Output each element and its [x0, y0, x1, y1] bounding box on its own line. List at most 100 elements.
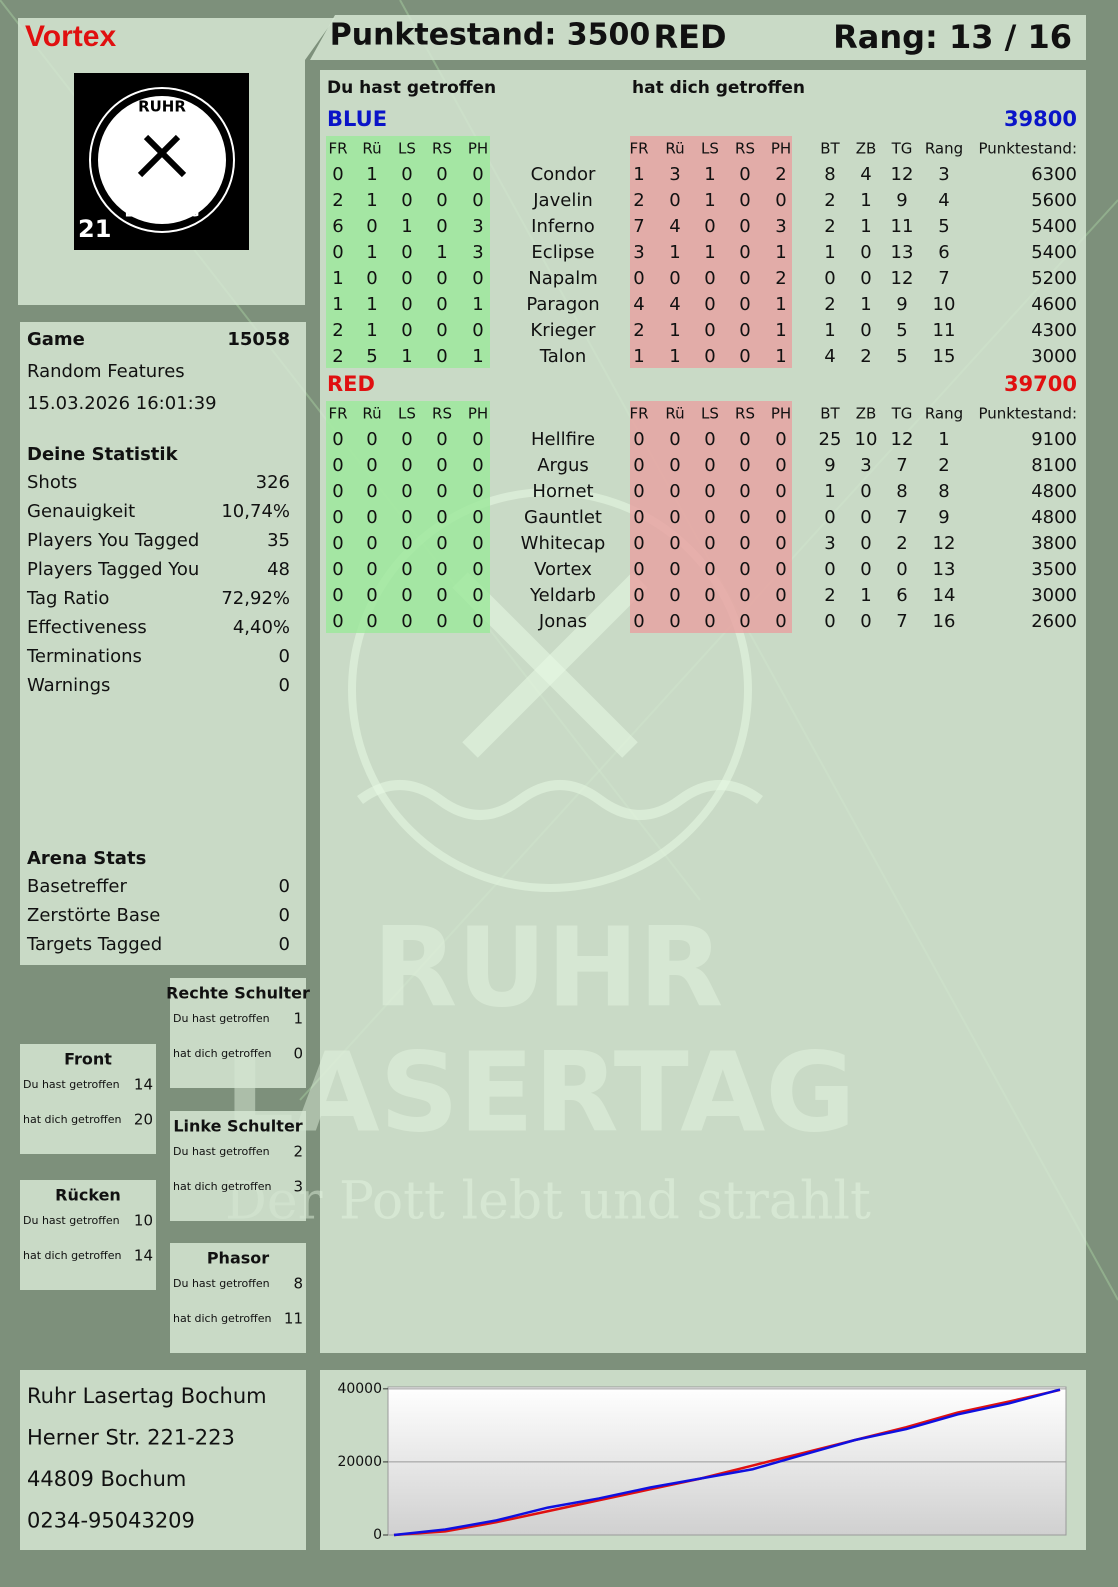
stat-cell: 16: [933, 611, 956, 632]
stat-cell: 1: [860, 190, 871, 211]
zone-label: Du hast getroffen: [173, 1145, 270, 1158]
hit-cell: 0: [401, 429, 412, 450]
stat-cell: 1: [860, 216, 871, 237]
got-cell: 0: [775, 481, 786, 502]
stat-cell: 5600: [1031, 190, 1077, 211]
arena-title: Arena Stats: [27, 848, 146, 869]
stat-cell: 0: [824, 559, 835, 580]
game-id: 15058: [227, 329, 290, 350]
hit-cell: 6: [332, 216, 343, 237]
hit-cell: 3: [472, 216, 483, 237]
hit-cell: 2: [332, 346, 343, 367]
hit-cell: 1: [401, 346, 412, 367]
arena-label: Zerstörte Base: [27, 905, 160, 926]
got-cell: 0: [704, 507, 715, 528]
got-cell: 4: [633, 294, 644, 315]
arena-label: Basetreffer: [27, 876, 127, 897]
hit-cell: 0: [436, 320, 447, 341]
stat-cell: 9: [824, 455, 835, 476]
zone-label: hat dich getroffen: [23, 1113, 121, 1126]
player-name-cell: Condor: [531, 164, 596, 185]
hit-cell: 1: [366, 164, 377, 185]
stat-label: Genauigkeit: [27, 501, 135, 522]
got-cell: 1: [633, 346, 644, 367]
hit-cell: 0: [332, 585, 343, 606]
got-cell: 1: [669, 346, 680, 367]
stat-cell: 0: [860, 481, 871, 502]
got-cell: 0: [775, 429, 786, 450]
got-cell: 0: [669, 481, 680, 502]
stat-cell: 2: [824, 190, 835, 211]
hit-cell: 0: [436, 346, 447, 367]
col-header: RS: [735, 140, 755, 158]
got-cell: 0: [704, 611, 715, 632]
col-header: RS: [432, 140, 452, 158]
stat-cell: 11: [933, 320, 956, 341]
got-cell: 0: [669, 455, 680, 476]
got-cell: 1: [704, 190, 715, 211]
stat-cell: 15: [933, 346, 956, 367]
hit-cell: 0: [332, 164, 343, 185]
stat-cell: 8: [824, 164, 835, 185]
hit-cell: 0: [366, 481, 377, 502]
col-header: TG: [891, 140, 913, 158]
hit-cell: 0: [332, 559, 343, 580]
stat-cell: 6: [938, 242, 949, 263]
col-header: LS: [701, 140, 719, 158]
logo-text: RUHR: [138, 98, 186, 116]
zone-label: hat dich getroffen: [23, 1249, 121, 1262]
stat-cell: 0: [860, 242, 871, 263]
zone-title: Rechte Schulter: [166, 984, 310, 1003]
col-header: FR: [629, 405, 648, 423]
stat-cell: 0: [824, 611, 835, 632]
got-cell: 1: [669, 242, 680, 263]
hit-cell: 1: [366, 320, 377, 341]
player-name-cell: Vortex: [534, 559, 592, 580]
got-cell: 0: [669, 585, 680, 606]
got-cell: 0: [669, 533, 680, 554]
zone-label: Du hast getroffen: [173, 1277, 270, 1290]
got-cell: 0: [739, 507, 750, 528]
got-cell: 0: [704, 320, 715, 341]
stat-cell: 25: [819, 429, 842, 450]
hit-cell: 0: [401, 533, 412, 554]
score: Punktestand: 3500: [330, 18, 651, 53]
stat-cell: 8: [896, 481, 907, 502]
hit-cell: 0: [472, 507, 483, 528]
stat-cell: 0: [860, 559, 871, 580]
series-line: [393, 1388, 1061, 1537]
stat-label: Terminations: [26, 646, 142, 667]
arena-value: 0: [279, 934, 290, 955]
hit-cell: 0: [366, 507, 377, 528]
stats-title: Deine Statistik: [27, 444, 179, 465]
stat-cell: 1: [938, 429, 949, 450]
got-block: [630, 136, 792, 368]
address-line: Herner Str. 221-223: [27, 1426, 235, 1450]
logo-circle: [94, 92, 230, 228]
got-cell: 2: [775, 164, 786, 185]
got-cell: 0: [704, 481, 715, 502]
hit-cell: 0: [472, 164, 483, 185]
hit-cell: 0: [332, 429, 343, 450]
got-cell: 0: [633, 533, 644, 554]
hit-cell: 0: [436, 533, 447, 554]
got-cell: 2: [775, 268, 786, 289]
stat-cell: 2: [824, 216, 835, 237]
stat-cell: 3: [860, 455, 871, 476]
y-tick-label: 0: [373, 1527, 382, 1543]
stat-cell: 7: [896, 611, 907, 632]
got-block: [630, 401, 792, 633]
got-cell: 3: [669, 164, 680, 185]
got-cell: 1: [775, 346, 786, 367]
got-cell: 0: [669, 507, 680, 528]
stat-label: Tag Ratio: [26, 588, 109, 609]
hit-cell: 0: [366, 533, 377, 554]
stat-cell: 5: [896, 346, 907, 367]
stat-cell: 9: [938, 507, 949, 528]
hit-block: [326, 136, 490, 368]
hit-cell: 0: [472, 268, 483, 289]
got-cell: 1: [775, 294, 786, 315]
stat-value: 326: [256, 472, 290, 493]
zone-value: 14: [134, 1076, 153, 1094]
